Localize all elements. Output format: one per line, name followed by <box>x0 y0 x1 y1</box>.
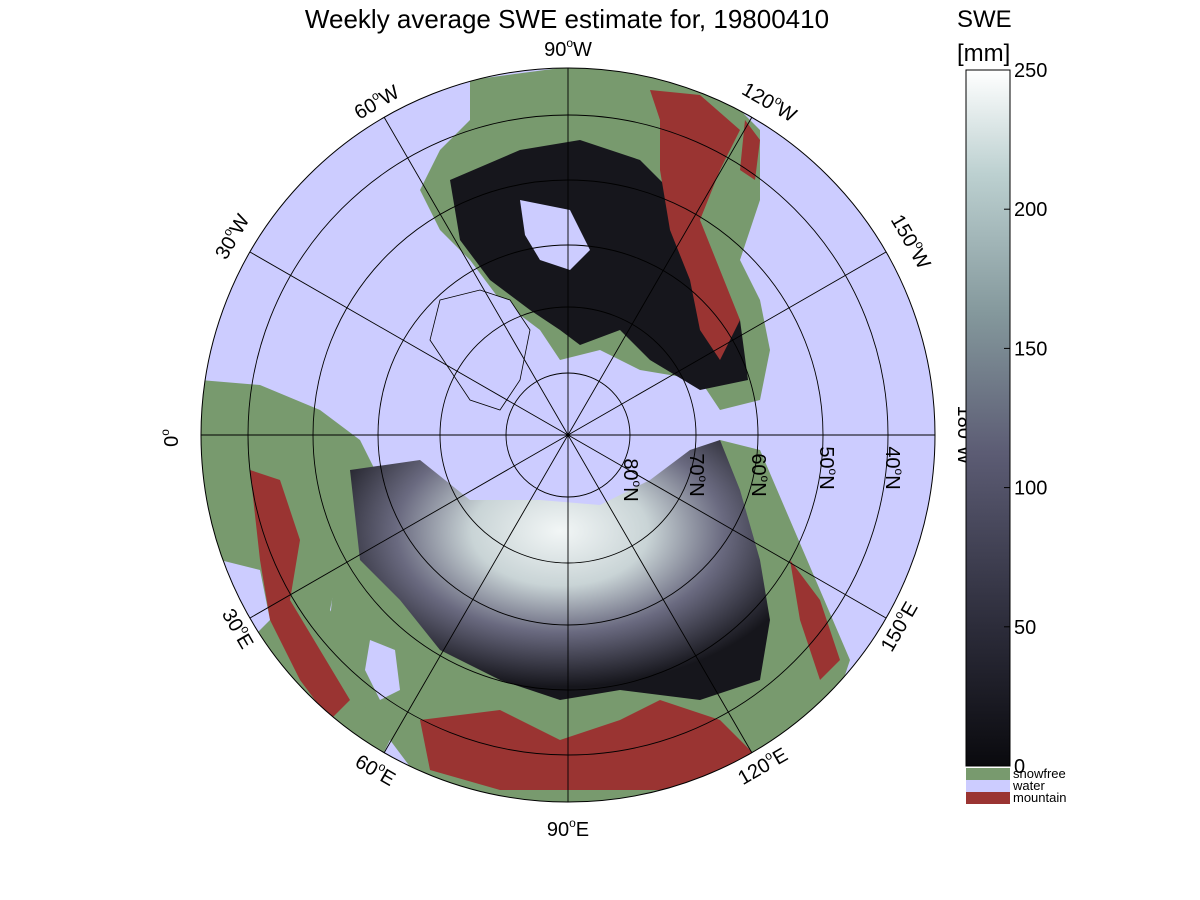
lat-label-40: 40oN <box>881 446 906 489</box>
legend-label-mountain: mountain <box>1013 790 1066 805</box>
greenland <box>429 289 531 411</box>
eurasia-snow <box>350 440 770 700</box>
colorbar-gradient <box>965 69 1011 767</box>
colorbar-tick-label-200: 200 <box>1014 199 1047 221</box>
colorbar-tick-label-50: 50 <box>1014 617 1036 639</box>
meridian-150w-30e <box>249 251 887 619</box>
colorbar-tick-label-250: 250 <box>1014 60 1047 82</box>
kamchatka-mountain <box>790 560 840 680</box>
legend-label-snowfree: snowfree <box>1013 766 1066 781</box>
colorbar-ticks: 0 50 100 150 200 250 <box>1004 60 1047 778</box>
lat-label-80: 80oN <box>619 458 644 501</box>
rocky-mountains <box>650 90 740 360</box>
lon-label-30w: 30oW <box>209 209 255 263</box>
latitude-labels: 80oN 70oN 60oN 50oN 40oN <box>619 446 906 501</box>
lat-label-60: 60oN <box>747 453 772 496</box>
lon-label-90e: 90oE <box>547 816 589 841</box>
figure-title: Weekly average SWE estimate for, 1980041… <box>304 4 830 34</box>
colorbar-title-unit: [mm] <box>957 40 1011 67</box>
europe-mountains <box>250 470 350 720</box>
lat-label-50: 50oN <box>815 446 840 489</box>
longitude-grid <box>201 68 935 802</box>
asia-mountains <box>420 700 760 790</box>
hudson-bay-water <box>520 200 590 270</box>
legend-swatch-snowfree <box>966 768 1010 780</box>
colorbar-tick-label-100: 100 <box>1014 478 1047 500</box>
legend-swatch-water <box>966 780 1010 792</box>
colorbar-tick-label-0: 0 <box>1014 756 1025 778</box>
legend-swatch-mountain <box>966 792 1010 804</box>
lon-label-90w: 90oW <box>544 36 592 61</box>
map-boundary <box>200 67 936 803</box>
colorbar-title-swe: SWE <box>957 6 1012 33</box>
lon-label-150w: 150oW <box>886 209 937 273</box>
caspian-water <box>365 640 400 700</box>
lat-label-70: 70oN <box>685 453 710 496</box>
lon-label-0: 0o <box>158 429 183 447</box>
legend-label-water: water <box>1012 778 1045 793</box>
alaska-mountain <box>740 120 760 180</box>
colorbar-tick-label-150: 150 <box>1014 338 1047 360</box>
